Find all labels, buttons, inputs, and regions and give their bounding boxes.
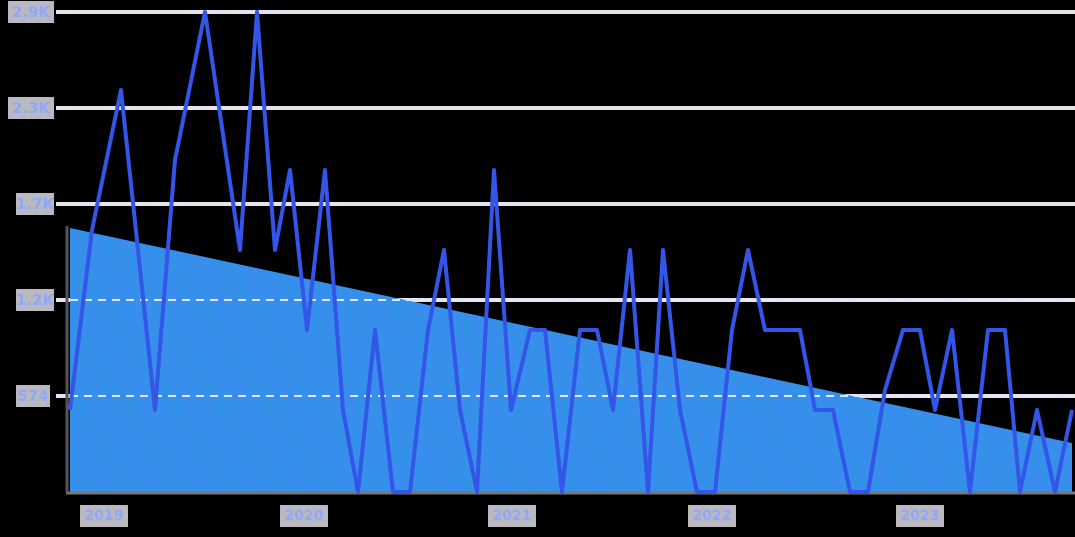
x-tick-label: 2021 bbox=[488, 505, 536, 527]
y-tick-label: 574 bbox=[16, 385, 50, 407]
x-tick-label: 2019 bbox=[80, 505, 128, 527]
x-tick-label: 2020 bbox=[280, 505, 328, 527]
y-tick-label: 1.7K bbox=[16, 193, 55, 215]
data-line bbox=[68, 10, 1074, 494]
trend-area bbox=[70, 228, 1072, 492]
y-tick-label: 2.3K bbox=[8, 97, 54, 119]
x-tick-label: 2022 bbox=[688, 505, 736, 527]
y-tick-label: 2.9K bbox=[8, 1, 54, 23]
x-tick-label: 2023 bbox=[896, 505, 944, 527]
y-tick-label: 1.2K bbox=[16, 289, 55, 311]
